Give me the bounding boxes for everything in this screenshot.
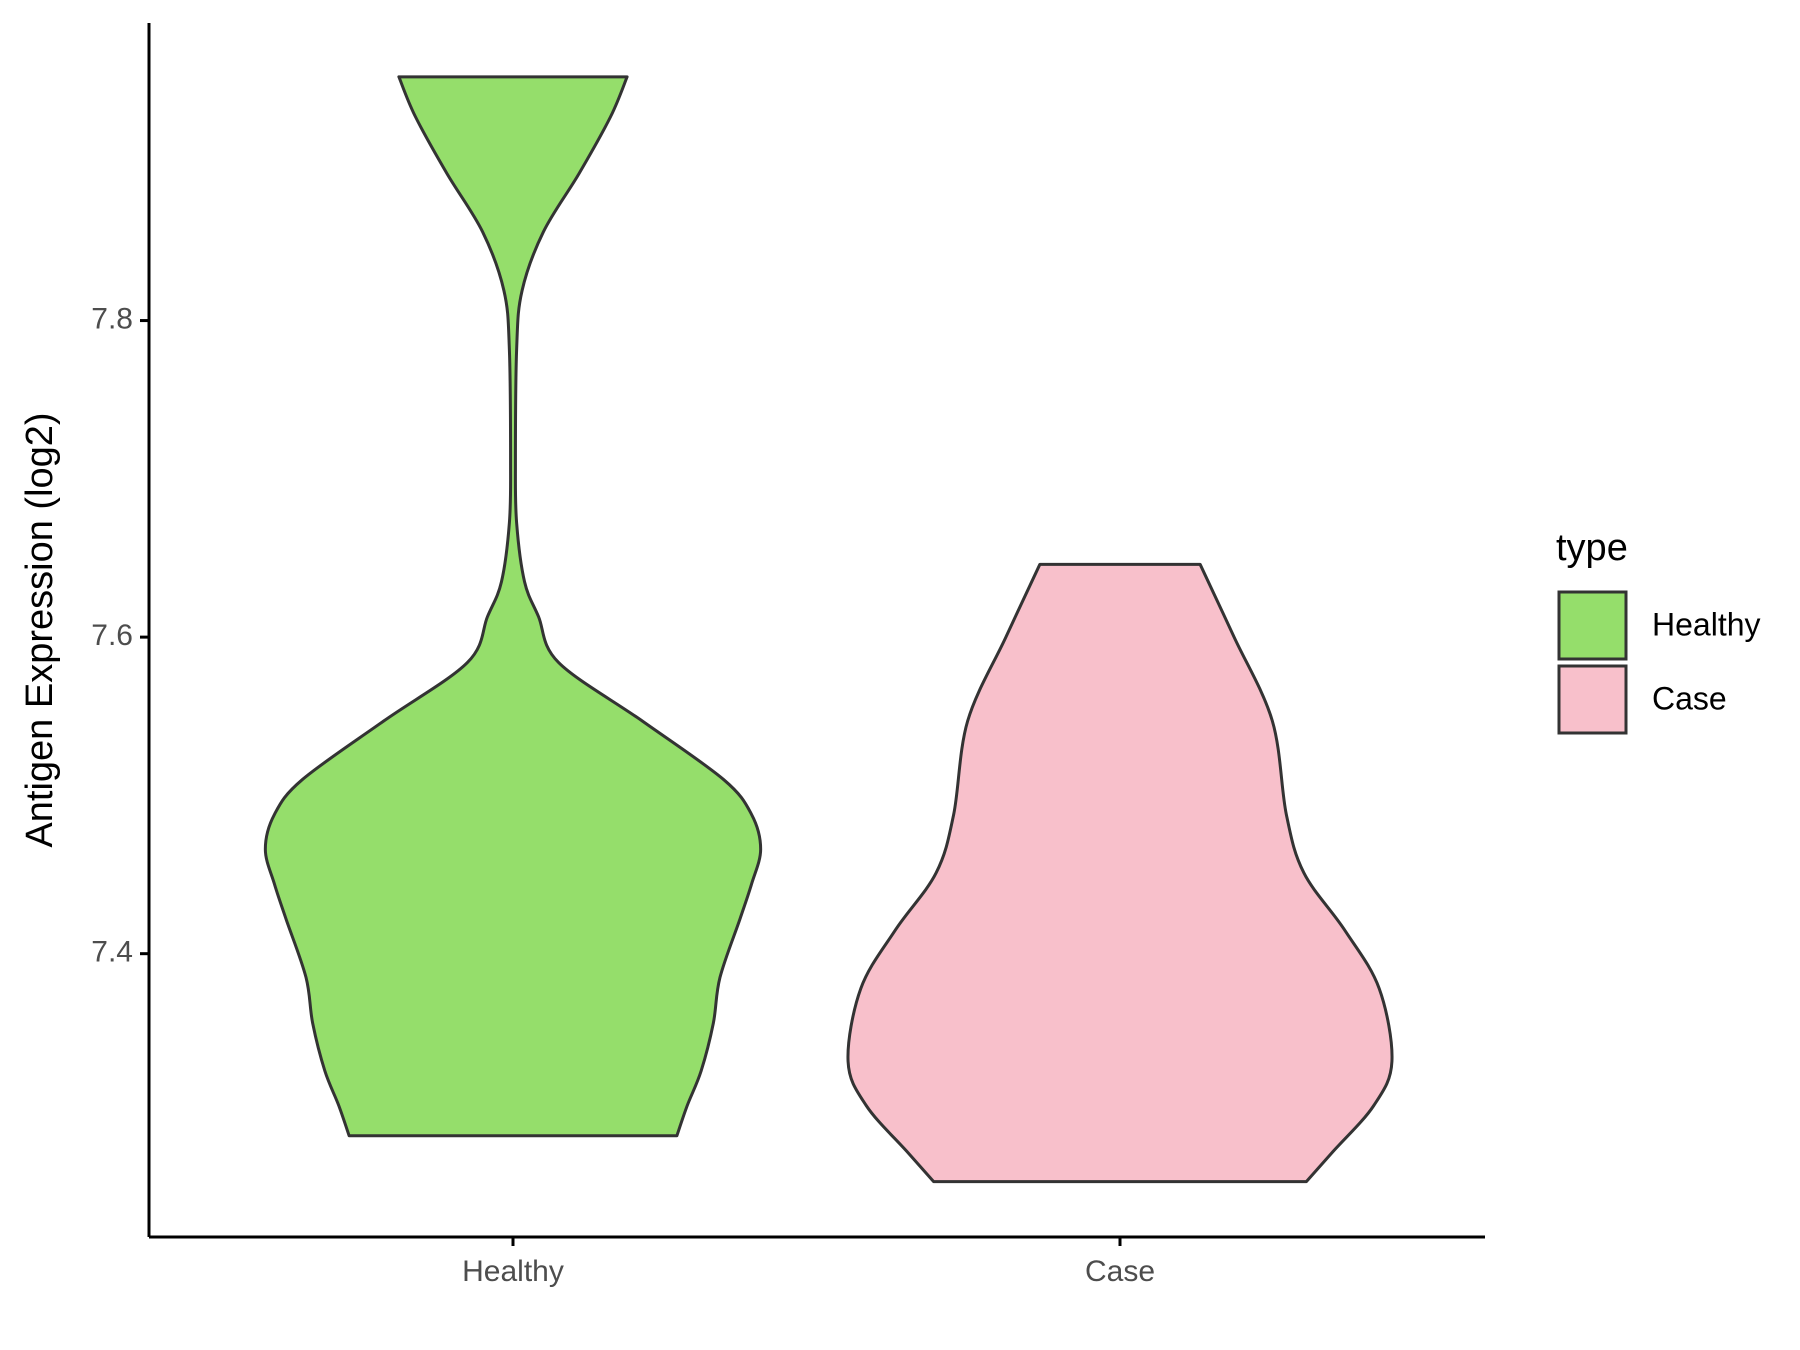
legend-key (1557, 590, 1628, 661)
y-axis-title: Antigen Expression (log2) (19, 412, 61, 847)
x-tick-label: Healthy (462, 1255, 564, 1288)
legend-label: Healthy (1652, 606, 1761, 642)
x-tick-label: Case (1085, 1255, 1155, 1288)
y-tick-label: 7.6 (91, 619, 133, 652)
legend-key (1557, 664, 1628, 735)
y-tick-label: 7.4 (91, 936, 133, 969)
legend-title: type (1556, 527, 1628, 569)
violin (846, 562, 1394, 1184)
violin (263, 75, 763, 1138)
legend-label: Case (1652, 680, 1727, 716)
y-tick-label: 7.8 (91, 302, 133, 335)
